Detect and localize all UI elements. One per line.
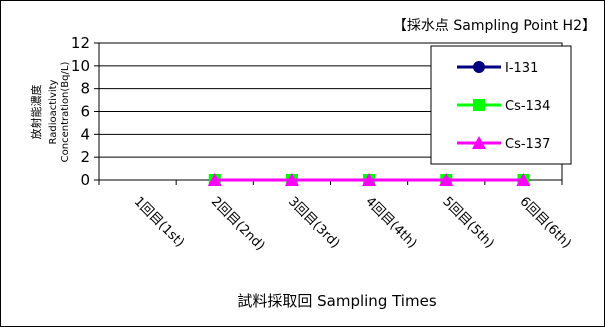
- legend-marker-i-131: [473, 61, 485, 73]
- data-point-cs-137: [516, 173, 531, 186]
- y-axis-label-jp: 放射能濃度: [29, 85, 43, 140]
- y-tick-label: 6: [80, 103, 90, 121]
- legend-label-cs-134: Cs-134: [505, 99, 550, 114]
- legend-marker-cs-134: [473, 99, 485, 111]
- legend-label-i-131: I-131: [505, 61, 538, 76]
- y-tick-label: 10: [71, 57, 90, 75]
- y-tick-label: 2: [80, 148, 90, 166]
- legend-marker-cs-137: [472, 136, 486, 149]
- y-axis-label-en-2: Concentration(Bq/L): [60, 62, 71, 163]
- data-point-cs-137: [207, 173, 222, 186]
- y-tick-label: 8: [80, 80, 90, 98]
- y-tick-label: 12: [71, 34, 90, 52]
- y-tick-label: 0: [80, 171, 90, 189]
- data-point-cs-137: [362, 173, 377, 186]
- legend: I-131 Cs-134 Cs-137: [430, 45, 572, 165]
- y-axis-label-en-1: Radioactivity: [48, 79, 59, 144]
- y-tick-label: 4: [80, 125, 90, 143]
- data-point-cs-137: [284, 173, 299, 186]
- chart-title: 【採水点 Sampling Point H2】: [393, 18, 596, 34]
- legend-label-cs-137: Cs-137: [505, 137, 550, 152]
- data-point-cs-137: [439, 173, 454, 186]
- x-axis-label: 試料採取回 Sampling Times: [237, 292, 436, 310]
- y-axis-label: 放射能濃度 Radioactivity Concentration(Bq/L): [29, 62, 71, 163]
